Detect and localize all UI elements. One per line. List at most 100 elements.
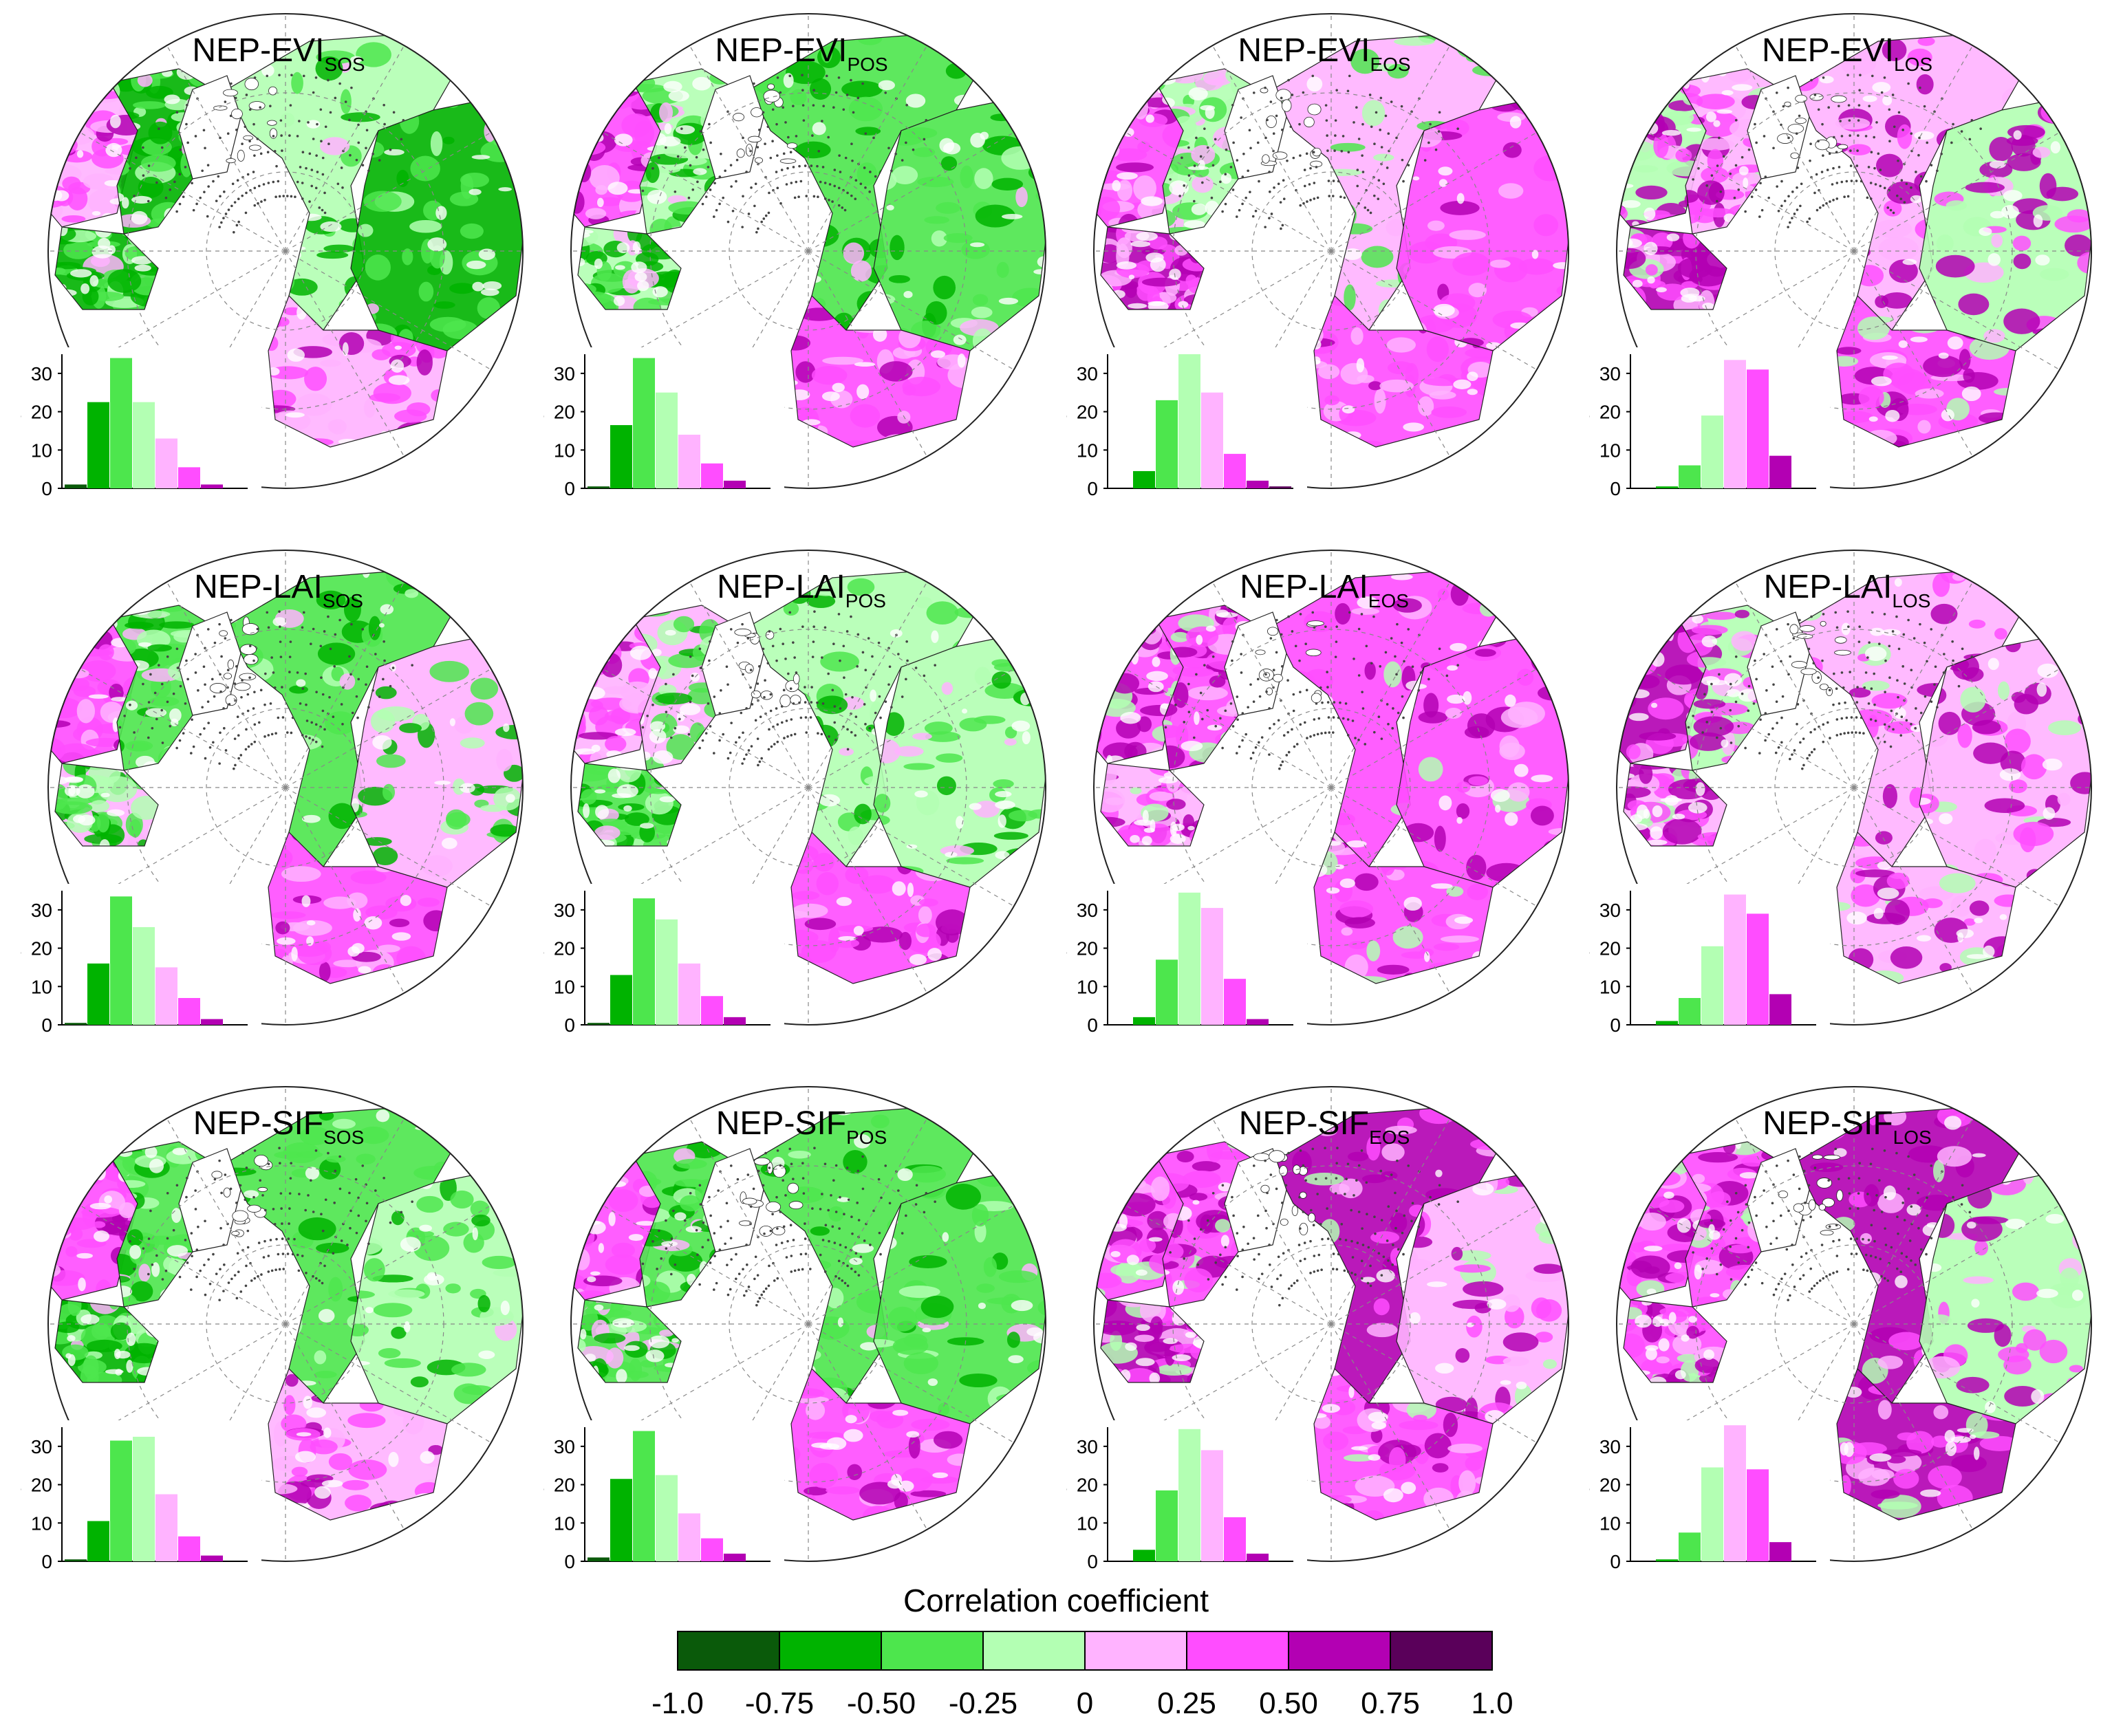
no-data-patch (1082, 620, 1091, 635)
significance-dot (160, 682, 164, 686)
significance-dot (1926, 141, 1929, 144)
significance-dot (278, 195, 281, 198)
land-patch (92, 1221, 106, 1228)
significance-dot (316, 122, 319, 126)
land-patch (110, 1322, 131, 1341)
significance-dot (1247, 706, 1249, 709)
significance-dot (233, 682, 237, 685)
no-data-patch (1701, 676, 1721, 686)
land-patch (138, 1263, 151, 1282)
significance-dot (257, 202, 259, 205)
significance-dot (1758, 752, 1761, 755)
land-patch (790, 89, 807, 105)
significance-dot (1883, 613, 1886, 616)
significance-dot (828, 199, 830, 202)
significance-dot (1437, 130, 1441, 133)
no-data-patch (2043, 807, 2056, 821)
significance-dot (246, 173, 250, 176)
significance-dot (1832, 703, 1835, 706)
significance-dot (1855, 716, 1858, 719)
significance-dot (1840, 671, 1844, 674)
significance-dot (285, 195, 289, 197)
land-patch (371, 349, 391, 360)
significance-dot (237, 220, 240, 224)
significance-dot (290, 74, 293, 76)
histogram-bar (588, 1023, 610, 1025)
no-data-patch (1216, 609, 1229, 618)
no-data-patch (1116, 261, 1137, 270)
no-data-patch (856, 384, 870, 400)
significance-dot (1256, 141, 1260, 144)
land-patch (368, 616, 381, 640)
significance-dot (1241, 175, 1244, 178)
no-data-patch (1635, 639, 1652, 644)
significance-dot (1719, 726, 1723, 730)
significance-dot (799, 180, 803, 183)
no-data-patch (138, 642, 151, 647)
significance-dot (783, 737, 786, 739)
significance-dot (1822, 740, 1825, 744)
significance-dot (1810, 750, 1813, 754)
meridian-line (285, 45, 405, 252)
significance-dot (720, 153, 722, 155)
significance-dot (244, 748, 248, 751)
significance-dot (1401, 695, 1404, 698)
island (269, 128, 278, 139)
significance-dot (158, 127, 160, 130)
island (230, 108, 243, 120)
land-patch (611, 708, 631, 725)
land-patch (1882, 784, 1897, 809)
no-data-patch (1467, 389, 1478, 395)
significance-dot (1219, 180, 1222, 184)
land-patch (936, 776, 956, 796)
significance-dot (1238, 745, 1241, 748)
significance-dot (211, 677, 214, 681)
significance-dot (281, 149, 283, 152)
significance-dot (218, 622, 221, 626)
coastline (1100, 226, 1205, 310)
no-data-patch (1726, 688, 1741, 697)
significance-dot (747, 749, 751, 752)
no-data-patch (1910, 336, 1928, 343)
meridian-line (602, 250, 809, 371)
significance-dot (784, 121, 787, 124)
significance-dot (1850, 180, 1853, 182)
land-patch (363, 1258, 385, 1282)
land-patch (91, 292, 125, 301)
significance-dot (1798, 618, 1801, 622)
no-data-patch (1606, 737, 1616, 743)
no-data-patch (305, 1167, 320, 1180)
significance-dot (1776, 721, 1778, 724)
significance-dot (184, 702, 187, 705)
significance-dot (1317, 717, 1321, 720)
land-patch (48, 153, 65, 177)
island (1282, 99, 1292, 112)
significance-dot (1868, 105, 1871, 107)
land-patch (131, 795, 158, 820)
significance-dot (1370, 125, 1373, 129)
significance-dot (357, 123, 360, 127)
island (1809, 93, 1824, 101)
significance-dot (1445, 674, 1449, 677)
significance-dot (1919, 622, 1921, 626)
significance-dot (1812, 662, 1815, 665)
significance-dot (845, 94, 849, 96)
significance-dot (838, 154, 841, 157)
significance-dot (247, 745, 250, 748)
land-patch (1624, 98, 1644, 122)
histogram-bar (155, 438, 177, 488)
significance-dot (1780, 204, 1783, 208)
significance-dot (1328, 731, 1331, 734)
significance-dot (856, 96, 860, 100)
significance-dot (1764, 712, 1767, 715)
significance-dot (327, 142, 330, 146)
significance-dot (244, 211, 248, 215)
significance-dot (1258, 180, 1260, 183)
no-data-patch (125, 700, 138, 710)
significance-dot (252, 707, 255, 710)
island (1789, 624, 1799, 635)
significance-dot (812, 640, 815, 643)
meridian-line (1330, 250, 1538, 371)
meridian-line (1330, 45, 1451, 252)
